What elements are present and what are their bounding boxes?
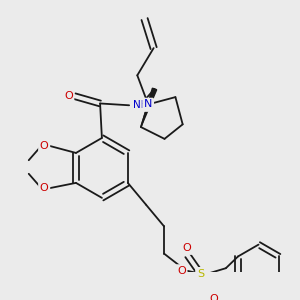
Text: NH: NH (133, 100, 148, 110)
Text: O: O (210, 294, 218, 300)
Text: O: O (177, 266, 186, 276)
Text: O: O (40, 183, 49, 193)
Text: N: N (144, 99, 152, 110)
Text: O: O (40, 141, 49, 151)
Polygon shape (141, 88, 157, 127)
Text: S: S (197, 268, 204, 279)
Text: O: O (64, 91, 73, 101)
Text: O: O (182, 243, 191, 253)
